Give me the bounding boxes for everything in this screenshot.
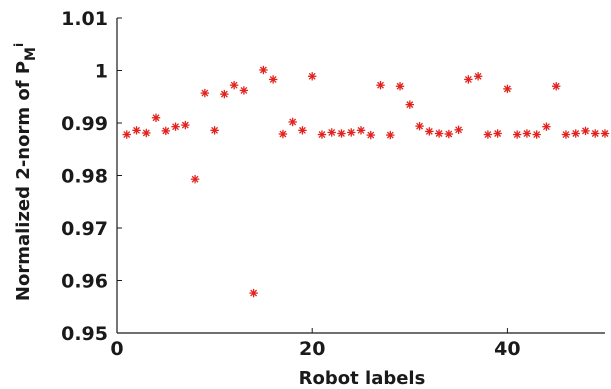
data-point [210, 126, 219, 135]
data-point [464, 75, 473, 84]
data-point [347, 128, 356, 137]
y-tick-label: 0.99 [61, 113, 108, 135]
data-point [425, 127, 434, 136]
data-point [376, 81, 385, 90]
data-point [171, 122, 180, 131]
y-axis: 0.95 0.96 0.97 0.98 0.99 1 1.01 [61, 8, 122, 345]
x-axis: 0 20 40 [110, 328, 521, 360]
y-axis-title-main: Normalized 2-norm of P [13, 61, 34, 301]
data-point [493, 129, 502, 138]
data-point [542, 122, 551, 131]
data-point [317, 130, 327, 139]
y-tick-label: 0.97 [61, 218, 108, 240]
y-tick-label: 0.95 [61, 323, 108, 345]
data-point [512, 130, 522, 139]
y-axis-title-superscript: i [12, 43, 26, 47]
data-point [268, 75, 278, 84]
data-point [581, 126, 590, 136]
data-point [366, 130, 375, 140]
y-axis-title-subscript: M [23, 47, 39, 61]
data-point [288, 117, 297, 127]
data-point [532, 130, 541, 139]
data-point [151, 113, 161, 122]
plot-frame [116, 18, 605, 334]
data-point [444, 129, 454, 139]
data-point [220, 89, 229, 99]
data-point [132, 126, 141, 135]
data-point [308, 72, 317, 81]
data-point [337, 129, 346, 138]
y-tick-label: 0.98 [61, 166, 108, 188]
data-point [561, 130, 571, 139]
data-point [161, 126, 170, 136]
data-point [571, 129, 580, 138]
data-point [503, 84, 512, 94]
data-point [229, 81, 239, 90]
data-point [434, 129, 444, 138]
x-axis-title: Robot labels [299, 368, 426, 389]
data-point [415, 121, 424, 131]
y-tick-label: 1.01 [61, 8, 108, 30]
data-point [600, 129, 610, 138]
data-point [454, 125, 463, 135]
data-point [395, 82, 405, 91]
data-point [181, 120, 190, 130]
x-tick-label: 20 [299, 338, 325, 360]
data-point [386, 130, 395, 140]
x-tick-label: 40 [494, 338, 520, 360]
data-point [522, 129, 532, 138]
data-point [249, 288, 258, 298]
y-tick-label: 0.96 [61, 271, 108, 293]
data-point [239, 86, 249, 95]
data-point [142, 128, 151, 138]
data-point [298, 126, 307, 135]
data-point [259, 65, 268, 75]
data-point [122, 130, 131, 139]
data-point [327, 128, 336, 137]
data-point [483, 130, 493, 139]
data-points [122, 65, 610, 298]
y-tick-label: 1 [95, 61, 108, 83]
y-axis-title: Normalized 2-norm of PMi [12, 43, 39, 301]
x-tick-label: 0 [110, 338, 123, 360]
data-point [473, 72, 483, 81]
data-point [405, 100, 414, 109]
data-point [190, 174, 200, 184]
data-point [200, 88, 210, 98]
data-point [591, 129, 600, 138]
data-point [356, 126, 366, 135]
data-point [552, 82, 561, 91]
data-point [278, 129, 288, 139]
